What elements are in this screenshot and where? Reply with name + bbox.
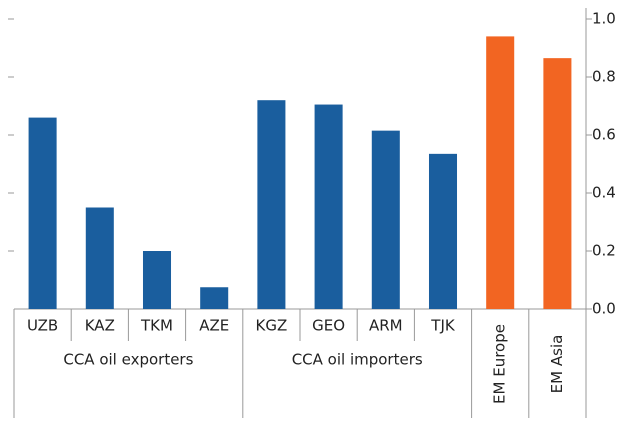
bar <box>200 287 229 309</box>
y-tick-label: 0.0 <box>592 300 616 318</box>
y-tick-label: 0.6 <box>592 126 616 144</box>
x-tick-label: TJK <box>430 317 456 335</box>
bar <box>85 207 114 309</box>
x-tick-label: ARM <box>369 317 403 335</box>
bar <box>142 251 172 309</box>
group-label: CCA oil exporters <box>63 351 193 369</box>
y-tick-label: 0.8 <box>592 68 616 86</box>
x-tick-label: UZB <box>27 317 58 335</box>
bar <box>486 36 515 310</box>
x-tick-label: AZE <box>199 317 229 335</box>
x-tick-label: GEO <box>312 317 345 335</box>
bar <box>257 100 286 309</box>
x-tick-label: KGZ <box>256 317 288 335</box>
bar <box>28 117 57 309</box>
bar <box>371 130 400 309</box>
y-tick-label: 1.0 <box>592 10 616 28</box>
bar <box>543 58 572 310</box>
x-tick-label: EM Asia <box>548 335 566 394</box>
x-tick-label: TKM <box>140 317 173 335</box>
x-tick-label: KAZ <box>85 317 115 335</box>
y-tick-label: 0.4 <box>592 184 616 202</box>
y-tick-label: 0.2 <box>592 242 616 260</box>
x-tick-label: EM Europe <box>491 324 509 404</box>
group-label: CCA oil importers <box>292 351 423 369</box>
bar <box>314 104 343 309</box>
bar <box>428 153 458 309</box>
